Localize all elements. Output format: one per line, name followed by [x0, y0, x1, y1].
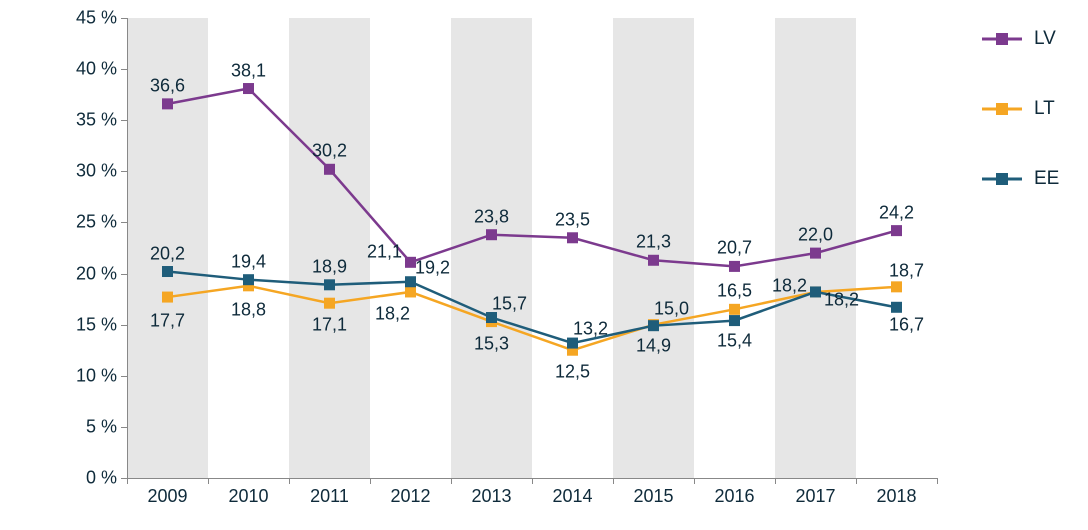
legend-label: LT	[1034, 98, 1055, 120]
series-marker-EE	[486, 312, 497, 323]
legend: LV LT EE	[982, 28, 1059, 190]
series-marker-LT	[891, 281, 902, 292]
x-tick-mark	[127, 478, 128, 484]
series-marker-LT	[405, 286, 416, 297]
series-line-LV	[168, 89, 897, 267]
x-tick-label: 2011	[310, 478, 349, 507]
line-chart: 0 % 5 % 10 % 15 % 20 % 25 % 30 % 35 % 40 % 45 % 20…	[0, 0, 1088, 530]
y-tick-label: 40 %	[76, 59, 127, 80]
series-marker-EE	[405, 276, 416, 287]
legend-swatch-LT	[982, 103, 1022, 115]
y-tick-label: 10 %	[76, 365, 127, 386]
series-marker-EE	[567, 338, 578, 349]
series-line-EE	[168, 272, 897, 344]
x-tick-mark	[289, 478, 290, 484]
x-tick-mark	[937, 478, 938, 484]
x-tick-label: 2009	[147, 478, 187, 507]
y-tick-label: 15 %	[76, 314, 127, 335]
y-tick-label: 5 %	[86, 416, 127, 437]
series-marker-EE	[729, 315, 740, 326]
x-tick-mark	[694, 478, 695, 484]
series-marker-LV	[486, 229, 497, 240]
series-marker-LV	[891, 225, 902, 236]
x-tick-label: 2013	[471, 478, 511, 507]
x-tick-label: 2016	[714, 478, 754, 507]
series-marker-EE	[891, 302, 902, 313]
legend-label: EE	[1034, 168, 1059, 190]
x-tick-label: 2017	[795, 478, 835, 507]
legend-swatch-LV	[982, 33, 1022, 45]
series-marker-LT	[162, 292, 173, 303]
x-tick-label: 2012	[390, 478, 430, 507]
x-tick-label: 2015	[633, 478, 673, 507]
x-tick-label: 2018	[876, 478, 916, 507]
plot-area: 0 %5 %10 %15 %20 %25 %30 %35 %40 %45 %20…	[127, 18, 937, 478]
y-tick-label: 45 %	[76, 8, 127, 29]
x-tick-mark	[775, 478, 776, 484]
series-marker-EE	[648, 320, 659, 331]
legend-item-LV: LV	[982, 28, 1059, 50]
x-tick-mark	[370, 478, 371, 484]
x-tick-mark	[451, 478, 452, 484]
series-line-LT	[168, 286, 897, 350]
y-tick-label: 0 %	[86, 468, 127, 489]
x-tick-mark	[532, 478, 533, 484]
series-marker-LV	[648, 255, 659, 266]
y-tick-label: 35 %	[76, 110, 127, 131]
series-marker-LT	[729, 304, 740, 315]
legend-item-LT: LT	[982, 98, 1059, 120]
x-tick-mark	[208, 478, 209, 484]
series-marker-LV	[729, 261, 740, 272]
legend-item-EE: EE	[982, 168, 1059, 190]
y-tick-label: 25 %	[76, 212, 127, 233]
series-marker-LV	[162, 98, 173, 109]
series-marker-EE	[243, 274, 254, 285]
series-marker-LV	[243, 83, 254, 94]
series-marker-EE	[810, 286, 821, 297]
series-marker-LV	[324, 164, 335, 175]
x-tick-label: 2010	[228, 478, 268, 507]
x-tick-mark	[613, 478, 614, 484]
y-tick-label: 30 %	[76, 161, 127, 182]
x-tick-mark	[856, 478, 857, 484]
series-marker-LV	[810, 248, 821, 259]
series-marker-LT	[324, 298, 335, 309]
legend-label: LV	[1034, 28, 1056, 50]
series-layer	[127, 18, 937, 478]
series-marker-LV	[405, 257, 416, 268]
y-tick-label: 20 %	[76, 263, 127, 284]
legend-swatch-EE	[982, 173, 1022, 185]
x-tick-label: 2014	[552, 478, 592, 507]
series-marker-EE	[324, 279, 335, 290]
series-marker-EE	[162, 266, 173, 277]
series-marker-LV	[567, 232, 578, 243]
